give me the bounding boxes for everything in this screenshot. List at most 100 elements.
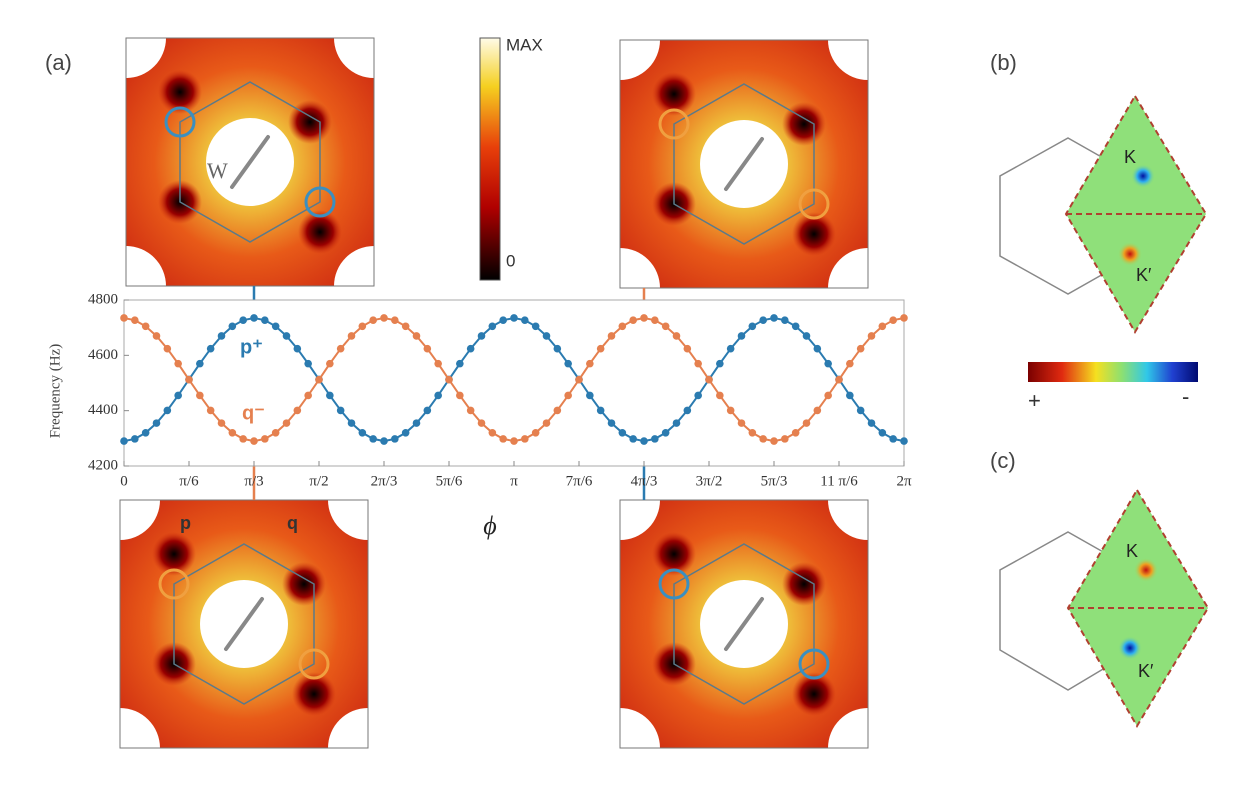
data-point (575, 375, 583, 384)
data-point (867, 332, 876, 340)
data-point (813, 406, 822, 415)
frame (125, 37, 375, 287)
vortex (292, 672, 336, 716)
k-label: K (1126, 541, 1138, 561)
data-point (770, 314, 778, 322)
inset-label: p (180, 513, 191, 533)
frame (619, 499, 869, 749)
data-point (217, 419, 226, 427)
data-point (315, 375, 323, 384)
series-label: p⁺ (240, 336, 263, 358)
x-tick-label: 7π/6 (566, 473, 593, 489)
data-point (651, 435, 659, 443)
arrow (230, 135, 270, 189)
data-point (401, 429, 410, 437)
data-point (271, 429, 280, 437)
vortex (298, 210, 342, 254)
data-point (488, 429, 497, 437)
frame (119, 499, 369, 749)
data-point (239, 316, 247, 324)
data-point (661, 322, 670, 331)
vortex (652, 532, 696, 576)
vortex (282, 562, 326, 606)
colorbar-max: MAX (506, 35, 543, 54)
data-point (564, 359, 572, 368)
y-tick-label: 4600 (88, 347, 118, 363)
data-point (336, 344, 345, 353)
data-point (466, 406, 475, 415)
y-tick-label: 4400 (88, 402, 118, 418)
inset-label: q (287, 513, 298, 533)
data-point (726, 406, 735, 415)
data-point (672, 419, 681, 427)
data-point (867, 419, 876, 427)
x-tick-label: 11 π/6 (820, 473, 858, 489)
data-point (781, 316, 789, 324)
rotation (658, 568, 690, 600)
colorbar-min: 0 (506, 251, 515, 270)
data-point (391, 316, 399, 324)
panel-c: K K′ (999, 488, 1210, 728)
data-point (900, 314, 908, 322)
data-point (250, 437, 258, 445)
rotation (798, 188, 830, 220)
data-point (336, 406, 345, 415)
data-point (846, 359, 854, 368)
data-point (131, 316, 139, 324)
data-point (521, 316, 529, 324)
insets (80, 0, 908, 788)
data-point (878, 322, 887, 331)
inset-label: W (207, 158, 228, 183)
data-point (185, 375, 193, 384)
data-point (120, 437, 128, 445)
x-tick-label: 3π/2 (696, 473, 723, 489)
vortex (782, 562, 826, 606)
data-point (824, 391, 832, 400)
data-point (856, 406, 865, 415)
panel-label: (a) (45, 50, 72, 75)
data-point (856, 344, 865, 353)
data-point (369, 435, 377, 443)
data-point (889, 435, 897, 443)
data-point (618, 322, 627, 331)
hexagon (173, 543, 315, 705)
data-point (304, 359, 312, 368)
data-point (629, 316, 637, 324)
data-point (152, 332, 161, 340)
arrow (224, 597, 264, 651)
data-point (304, 391, 312, 400)
data-point (271, 322, 280, 331)
data-point (488, 322, 497, 331)
data-point (596, 406, 605, 415)
vortex (158, 70, 202, 114)
data-point (152, 419, 161, 427)
data-point (228, 429, 237, 437)
y-tick-label: 4800 (88, 291, 118, 307)
data-point (499, 435, 507, 443)
data-point (412, 332, 421, 340)
data-point (661, 429, 670, 437)
data-point (889, 316, 897, 324)
data-point (683, 344, 692, 353)
data-point (477, 332, 486, 340)
y-tick-label: 4200 (88, 457, 118, 473)
k-label: K (1124, 147, 1136, 167)
data-point (466, 344, 475, 353)
data-point (196, 359, 204, 368)
data-point (456, 391, 464, 400)
x-tick-label: π (510, 473, 518, 489)
data-point (748, 429, 757, 437)
data-point (781, 435, 789, 443)
vortex (792, 672, 836, 716)
data-point (239, 435, 247, 443)
data-point (640, 437, 648, 445)
data-point (672, 332, 681, 340)
colorbar-plus: + (1028, 388, 1041, 413)
data-point (716, 391, 724, 400)
x-tick-label: π/2 (309, 473, 328, 489)
x-tick-label: 0 (120, 473, 128, 489)
data-point (196, 391, 204, 400)
data-point (694, 391, 702, 400)
data-point (261, 316, 269, 324)
